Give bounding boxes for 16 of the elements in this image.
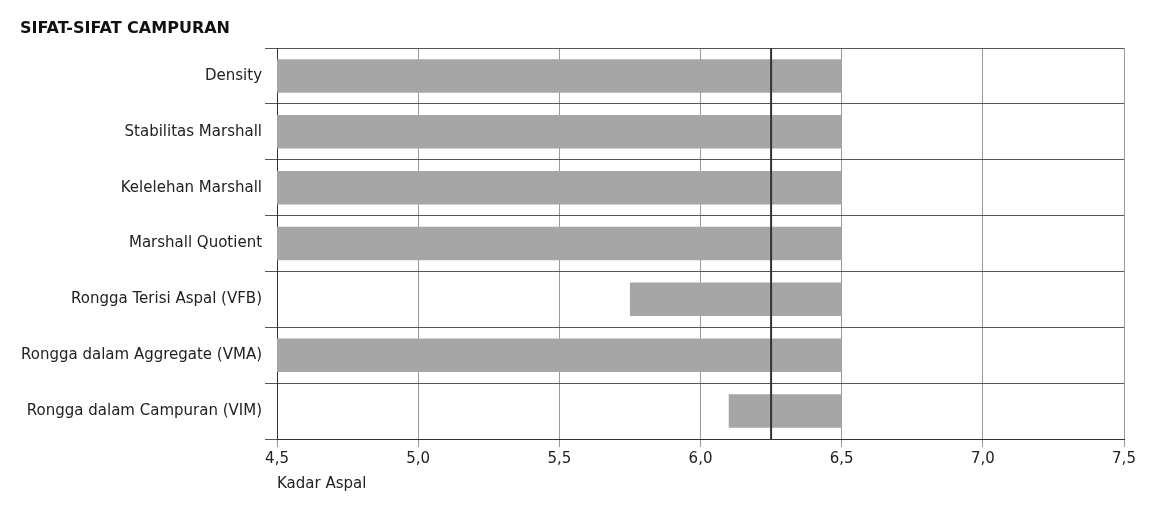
y-tick-label: Density (204, 65, 263, 84)
x-tick-label: 6,5 (829, 448, 854, 467)
x-tick-label: 7,5 (1112, 448, 1136, 467)
x-tick-label: 5,0 (406, 448, 431, 467)
text: SIFAT-SIFAT CAMPURAN (20, 18, 230, 37)
y-tick-label: Rongga dalam Aggregate (VMA) (20, 345, 263, 364)
x-tick-label: 6,0 (688, 448, 713, 467)
y-tick-label: Rongga dalam Campuran (VIM) (26, 400, 263, 419)
y-tick-label: Stabilitas Marshall (124, 121, 263, 140)
x-tick-label: 5,5 (547, 448, 572, 467)
x-tick-label: 7,0 (970, 448, 995, 467)
y-tick-label: Kelelehan Marshall (120, 177, 263, 196)
x-tick-label: 4,5 (265, 448, 289, 467)
x-axis-title: Kadar Aspal (277, 473, 367, 492)
y-tick-label: Marshall Quotient (128, 233, 263, 252)
y-tick-label: Rongga Terisi Aspal (VFB) (71, 289, 263, 308)
